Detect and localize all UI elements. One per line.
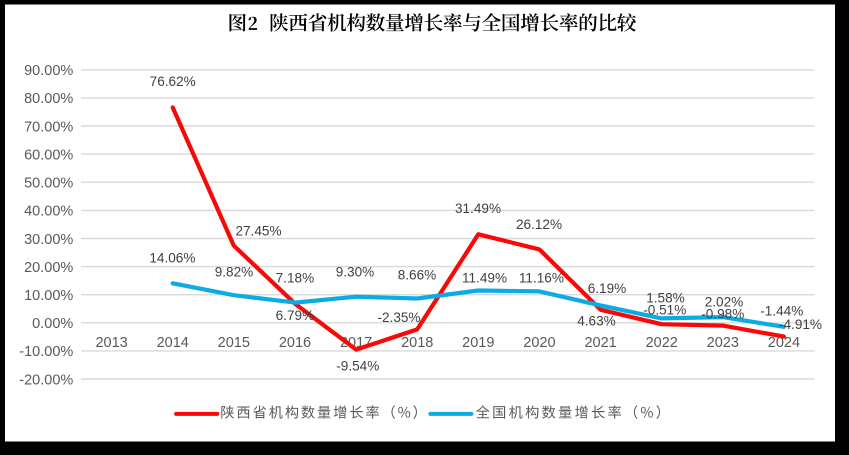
svg-text:6.79%: 6.79% <box>276 308 315 323</box>
svg-text:50.00%: 50.00% <box>24 176 73 192</box>
svg-text:-0.51%: -0.51% <box>643 303 686 318</box>
svg-text:2013: 2013 <box>95 335 127 351</box>
svg-text:20.00%: 20.00% <box>24 260 73 276</box>
svg-text:8.66%: 8.66% <box>398 268 437 283</box>
svg-text:-0.98%: -0.98% <box>701 306 744 321</box>
svg-text:4.63%: 4.63% <box>577 314 616 329</box>
svg-text:9.30%: 9.30% <box>336 265 375 280</box>
svg-text:-2.35%: -2.35% <box>377 310 420 325</box>
svg-text:-20.00%: -20.00% <box>19 372 73 388</box>
svg-text:2015: 2015 <box>218 335 250 351</box>
svg-text:76.62%: 76.62% <box>150 74 196 89</box>
svg-text:2018: 2018 <box>401 335 433 351</box>
svg-text:2016: 2016 <box>279 335 311 351</box>
svg-text:6.19%: 6.19% <box>588 281 627 296</box>
svg-text:-9.54%: -9.54% <box>336 358 379 373</box>
svg-text:7.18%: 7.18% <box>276 270 315 285</box>
svg-text:2019: 2019 <box>462 335 494 351</box>
svg-text:11.49%: 11.49% <box>462 270 507 285</box>
svg-text:26.12%: 26.12% <box>516 217 562 232</box>
svg-text:1.58%: 1.58% <box>646 291 685 306</box>
svg-text:80.00%: 80.00% <box>24 91 73 107</box>
svg-text:2.02%: 2.02% <box>705 295 744 310</box>
svg-text:-10.00%: -10.00% <box>19 344 73 360</box>
svg-text:40.00%: 40.00% <box>24 204 73 220</box>
svg-text:60.00%: 60.00% <box>24 147 73 163</box>
svg-text:11.16%: 11.16% <box>519 270 564 285</box>
svg-text:10.00%: 10.00% <box>24 288 73 304</box>
svg-text:2021: 2021 <box>584 335 616 351</box>
svg-text:2023: 2023 <box>707 335 739 351</box>
svg-text:2020: 2020 <box>523 335 555 351</box>
svg-text:90.00%: 90.00% <box>24 63 73 79</box>
svg-text:2022: 2022 <box>646 335 678 351</box>
svg-text:9.82%: 9.82% <box>215 264 254 279</box>
svg-text:30.00%: 30.00% <box>24 232 73 248</box>
svg-text:0.00%: 0.00% <box>32 316 73 332</box>
svg-text:-4.91%: -4.91% <box>779 317 822 332</box>
svg-text:70.00%: 70.00% <box>24 119 73 135</box>
svg-text:2014: 2014 <box>157 335 189 351</box>
svg-text:31.49%: 31.49% <box>455 201 501 216</box>
svg-text:14.06%: 14.06% <box>149 251 195 266</box>
svg-text:27.45%: 27.45% <box>235 224 281 239</box>
svg-text:-1.44%: -1.44% <box>760 304 803 319</box>
svg-text:2024: 2024 <box>768 335 800 351</box>
